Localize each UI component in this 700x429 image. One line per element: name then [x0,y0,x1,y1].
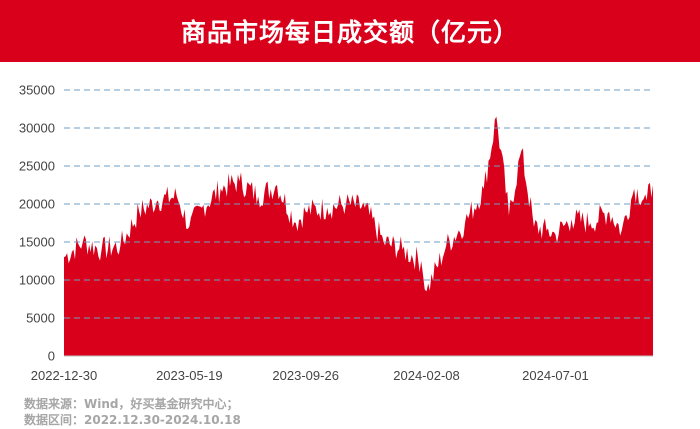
x-tick-label: 2023-09-26 [272,368,339,383]
date-range-note: 数据区间：2022.12.30-2024.10.18 [24,413,241,427]
x-tick-label: 2024-07-01 [522,368,589,383]
x-tick-label: 2024-02-08 [393,368,460,383]
x-tick-label: 2022-12-30 [31,368,98,383]
area-chart: 0 5000 10000 15000 20000 25000 30000 35000 2022-… [19,83,653,383]
chart-title: 商品市场每日成交额（亿元） [180,18,519,47]
y-tick-label: 15000 [19,235,55,250]
y-tick-label: 20000 [19,197,55,212]
title-bar: 商品市场每日成交额（亿元） [0,0,700,62]
y-tick-label: 10000 [19,273,55,288]
y-tick-label: 30000 [19,121,55,136]
x-tick-label: 2023-05-19 [156,368,223,383]
y-tick-label: 5000 [26,311,55,326]
source-note: 数据来源：Wind，好买基金研究中心； [24,397,239,411]
y-tick-label: 0 [48,349,55,364]
y-tick-label: 25000 [19,159,55,174]
y-tick-label: 35000 [19,83,55,98]
series-area [64,116,653,356]
